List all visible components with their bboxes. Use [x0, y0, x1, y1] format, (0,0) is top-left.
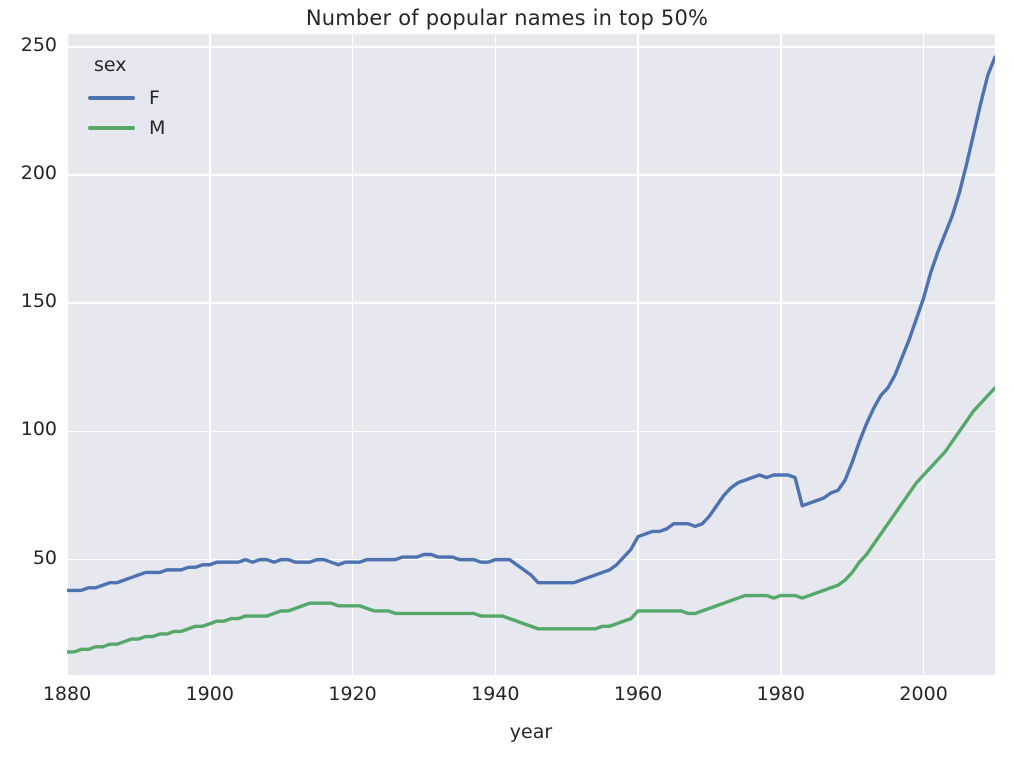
- plot-area: [67, 34, 995, 675]
- x-tick-label: 2000: [899, 683, 948, 705]
- legend-label-m: M: [149, 117, 166, 139]
- legend-item-f[interactable]: F: [88, 83, 165, 113]
- x-tick-label: 1900: [185, 683, 234, 705]
- legend-item-m[interactable]: M: [88, 113, 165, 143]
- gridline-vertical: [208, 34, 211, 675]
- x-tick-label: 1880: [42, 683, 92, 705]
- x-axis-label: year: [509, 721, 553, 743]
- series-line-f: [67, 55, 995, 593]
- x-tick-label: 1960: [613, 683, 663, 705]
- gridline-vertical: [351, 34, 354, 675]
- gridline-vertical: [780, 34, 782, 675]
- series-lines: [67, 55, 995, 654]
- legend-label-f: F: [149, 87, 160, 109]
- gridline-horizontal: [67, 174, 995, 176]
- y-tick-label: 100: [20, 418, 57, 441]
- gridline-horizontal: [67, 46, 995, 48]
- gridline-vertical: [637, 34, 639, 675]
- gridline-vertical: [67, 34, 68, 675]
- y-tick-label: 200: [20, 162, 57, 185]
- gridline-vertical: [922, 34, 925, 675]
- series-line-m: [67, 386, 995, 654]
- y-tick-label: 250: [20, 33, 57, 56]
- legend-title: sex: [94, 54, 127, 76]
- legend-swatch-f: [88, 96, 135, 100]
- page-title: Number of popular names in top 50%: [305, 6, 709, 30]
- gridline-horizontal: [67, 302, 995, 304]
- x-tick-label: 1980: [756, 683, 806, 705]
- gridline-vertical: [494, 34, 497, 675]
- y-tick-label: 50: [32, 546, 57, 569]
- legend-swatch-m: [88, 126, 135, 130]
- gridline-horizontal: [67, 430, 995, 433]
- gridline-horizontal: [67, 558, 995, 561]
- x-tick-label: 1920: [328, 683, 377, 705]
- x-tick-label: 1940: [471, 683, 520, 705]
- y-tick-label: 150: [20, 290, 57, 313]
